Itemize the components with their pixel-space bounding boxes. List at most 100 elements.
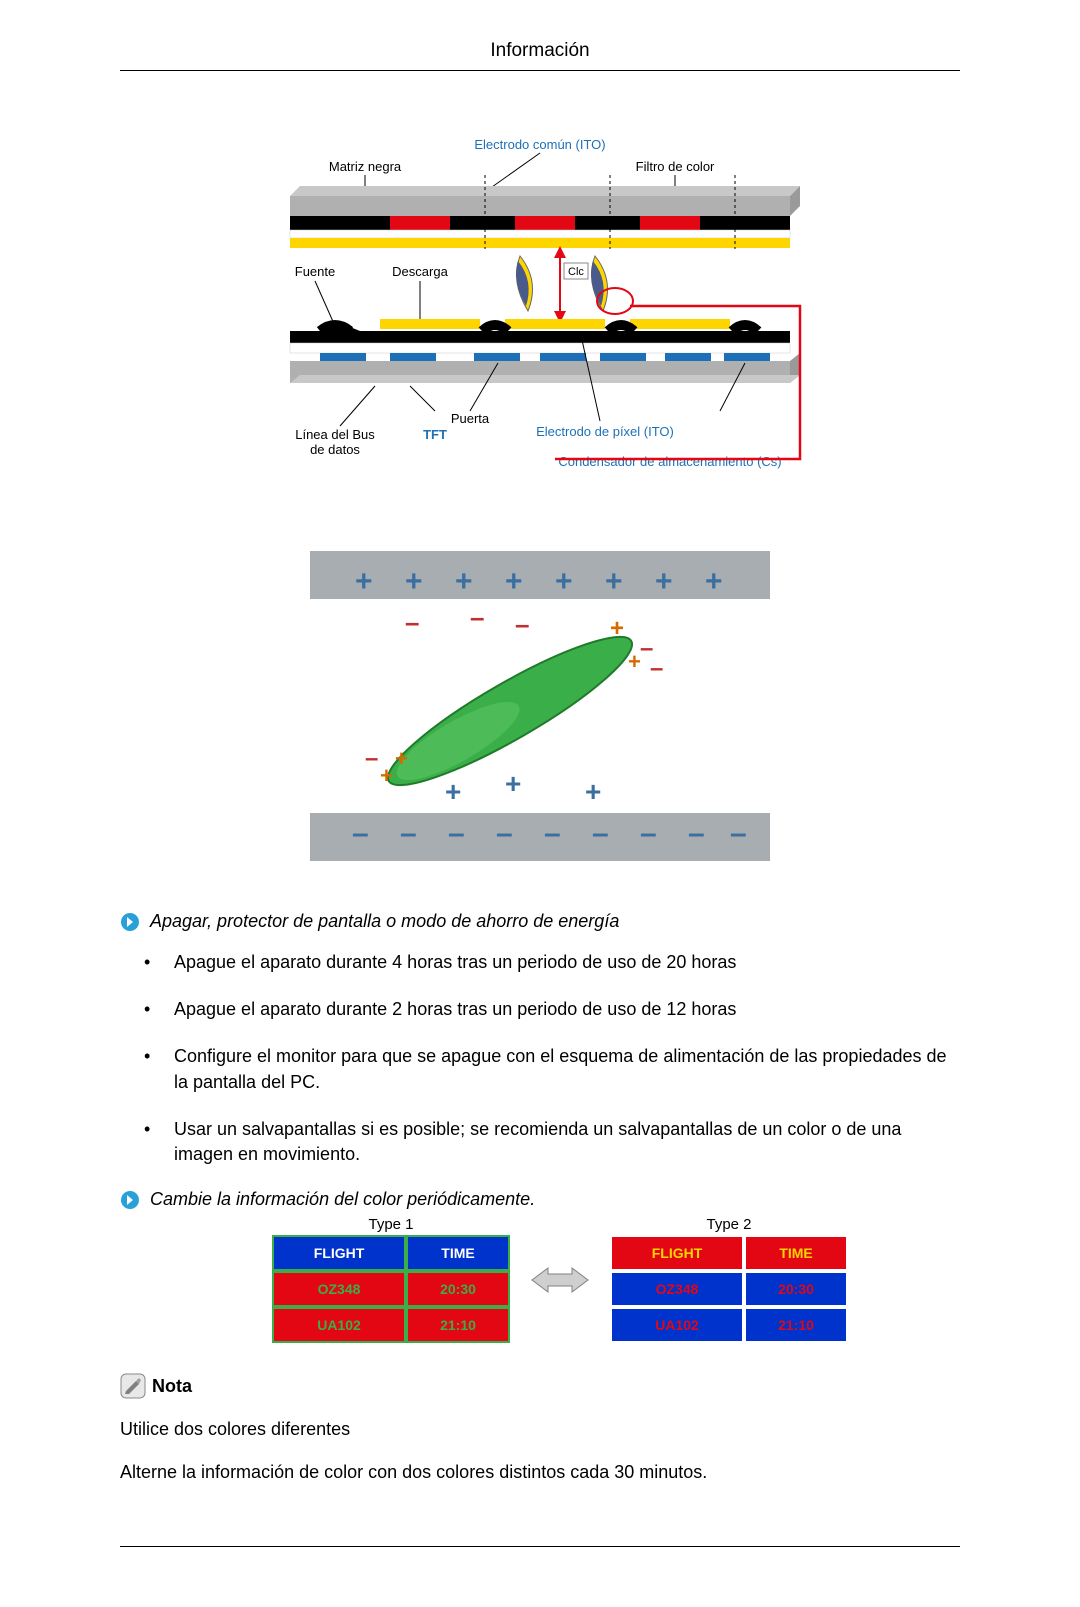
- label-linea-bus-2: de datos: [310, 442, 360, 457]
- tft-cross-section-diagram: Electrodo común (ITO) Matriz negra Filtr…: [120, 131, 960, 531]
- bullet-item: Usar un salvapantallas si es posible; se…: [144, 1117, 960, 1167]
- label-fuente: Fuente: [295, 264, 335, 279]
- layer-white: [290, 230, 790, 238]
- svg-text:+: +: [455, 565, 473, 598]
- bump: [320, 325, 350, 331]
- label-matriz-negra: Matriz negra: [329, 159, 402, 174]
- bump: [608, 325, 634, 331]
- right-plus-scatter: +: [628, 649, 641, 674]
- svg-text:–: –: [730, 817, 747, 850]
- pixel-electrode: [630, 319, 730, 329]
- diagram2-svg: +++ +++ ++ ––– ––– ––– ––– +: [310, 551, 770, 861]
- layer-gray-top: [290, 196, 790, 216]
- layer-white-lower: [290, 343, 790, 353]
- double-arrow-icon: [530, 1260, 590, 1300]
- blue-part: [600, 353, 646, 361]
- table-cell: 21:10: [744, 1307, 848, 1343]
- note-label: Nota: [152, 1376, 192, 1397]
- color-tables-wrap: Type 1 FLIGHTTIMEOZ34820:30UA10221:10 Ty…: [160, 1216, 960, 1343]
- svg-text:–: –: [592, 817, 609, 850]
- label-linea-bus-1: Línea del Bus: [295, 427, 375, 442]
- bullet-item: Apague el aparato durante 4 horas tras u…: [144, 950, 960, 975]
- table-cell: 20:30: [744, 1271, 848, 1307]
- table-cell: UA102: [272, 1307, 406, 1343]
- bump: [482, 325, 508, 331]
- pixel-electrode: [380, 319, 480, 329]
- label-descarga: Descarga: [392, 264, 448, 279]
- bl-plus-scatter: –: [365, 745, 378, 772]
- diagram1-svg: Electrodo común (ITO) Matriz negra Filtr…: [260, 131, 820, 531]
- polarization-diagram: +++ +++ ++ ––– ––– ––– ––– +: [120, 551, 960, 861]
- label-condensador: Condensador de almacenamiento (Cs): [558, 454, 781, 469]
- bullet-list: Apague el aparato durante 4 horas tras u…: [120, 950, 960, 1167]
- svg-text:+: +: [655, 565, 673, 598]
- section-heading-2: Cambie la información del color periódic…: [120, 1189, 960, 1210]
- blue-part: [540, 353, 586, 361]
- leader-line: [410, 386, 435, 411]
- section-heading-1: Apagar, protector de pantalla o modo de …: [120, 911, 960, 932]
- filter-red: [640, 216, 700, 230]
- blue-part: [665, 353, 711, 361]
- arrow-right-icon: [120, 1190, 140, 1210]
- page-header: Información: [120, 40, 960, 71]
- svg-text:+: +: [628, 649, 641, 674]
- svg-text:+: +: [355, 565, 373, 598]
- svg-text:–: –: [544, 817, 561, 850]
- table-cell: 20:30: [406, 1271, 510, 1307]
- blue-part: [390, 353, 436, 361]
- table-caption: Type 2: [610, 1216, 848, 1233]
- svg-text:–: –: [650, 655, 663, 682]
- svg-text:+: +: [380, 763, 393, 788]
- table-header-cell: TIME: [406, 1235, 510, 1271]
- svg-text:+: +: [395, 746, 408, 771]
- leader-line: [315, 281, 335, 326]
- table-header-cell: FLIGHT: [272, 1235, 406, 1271]
- bump: [732, 325, 758, 331]
- table-cell: UA102: [610, 1307, 744, 1343]
- svg-text:–: –: [515, 609, 529, 639]
- svg-text:–: –: [470, 602, 484, 632]
- layer-gray-bottom-front: [290, 375, 800, 383]
- label-tft: TFT: [423, 427, 447, 442]
- pixel-electrode: [505, 319, 605, 329]
- bullet-item: Apague el aparato durante 2 horas tras u…: [144, 997, 960, 1022]
- svg-text:+: +: [445, 776, 461, 807]
- svg-text:+: +: [705, 565, 723, 598]
- label-electrodo-pixel: Electrodo de píxel (ITO): [536, 424, 674, 439]
- table-cell: OZ348: [272, 1271, 406, 1307]
- section1-title: Apagar, protector de pantalla o modo de …: [150, 911, 619, 932]
- svg-text:+: +: [405, 565, 423, 598]
- blue-part: [474, 353, 520, 361]
- svg-text:–: –: [640, 817, 657, 850]
- svg-text:+: +: [505, 768, 521, 799]
- label-filtro-color: Filtro de color: [636, 159, 715, 174]
- svg-text:+: +: [585, 776, 601, 807]
- svg-text:–: –: [496, 817, 513, 850]
- top-bar: [310, 551, 770, 599]
- table-header-cell: FLIGHT: [610, 1235, 744, 1271]
- blue-part: [320, 353, 366, 361]
- table-header-cell: TIME: [744, 1235, 848, 1271]
- paragraph: Alterne la información de color con dos …: [120, 1460, 960, 1485]
- svg-text:–: –: [365, 745, 378, 772]
- note-icon: [120, 1373, 146, 1399]
- leader-line: [340, 386, 375, 426]
- svg-text:+: +: [555, 565, 573, 598]
- filter-red: [390, 216, 450, 230]
- label-puerta: Puerta: [451, 411, 490, 426]
- table-cell: 21:10: [406, 1307, 510, 1343]
- paragraph: Utilice dos colores diferentes: [120, 1417, 960, 1442]
- bottom-minus-row: ––– ––– –––: [352, 817, 747, 850]
- footer-rule: [120, 1546, 960, 1547]
- svg-text:+: +: [505, 565, 523, 598]
- svg-text:–: –: [688, 817, 705, 850]
- table-caption: Type 1: [272, 1216, 510, 1233]
- svg-text:–: –: [405, 607, 419, 637]
- svg-text:+: +: [605, 565, 623, 598]
- svg-text:–: –: [352, 817, 369, 850]
- filter-red: [515, 216, 575, 230]
- bullet-item: Configure el monitor para que se apague …: [144, 1044, 960, 1094]
- layer-yellow-common: [290, 238, 790, 248]
- note-row: Nota: [120, 1373, 960, 1399]
- flight-table-type2: Type 2 FLIGHTTIMEOZ34820:30UA10221:10: [610, 1216, 848, 1343]
